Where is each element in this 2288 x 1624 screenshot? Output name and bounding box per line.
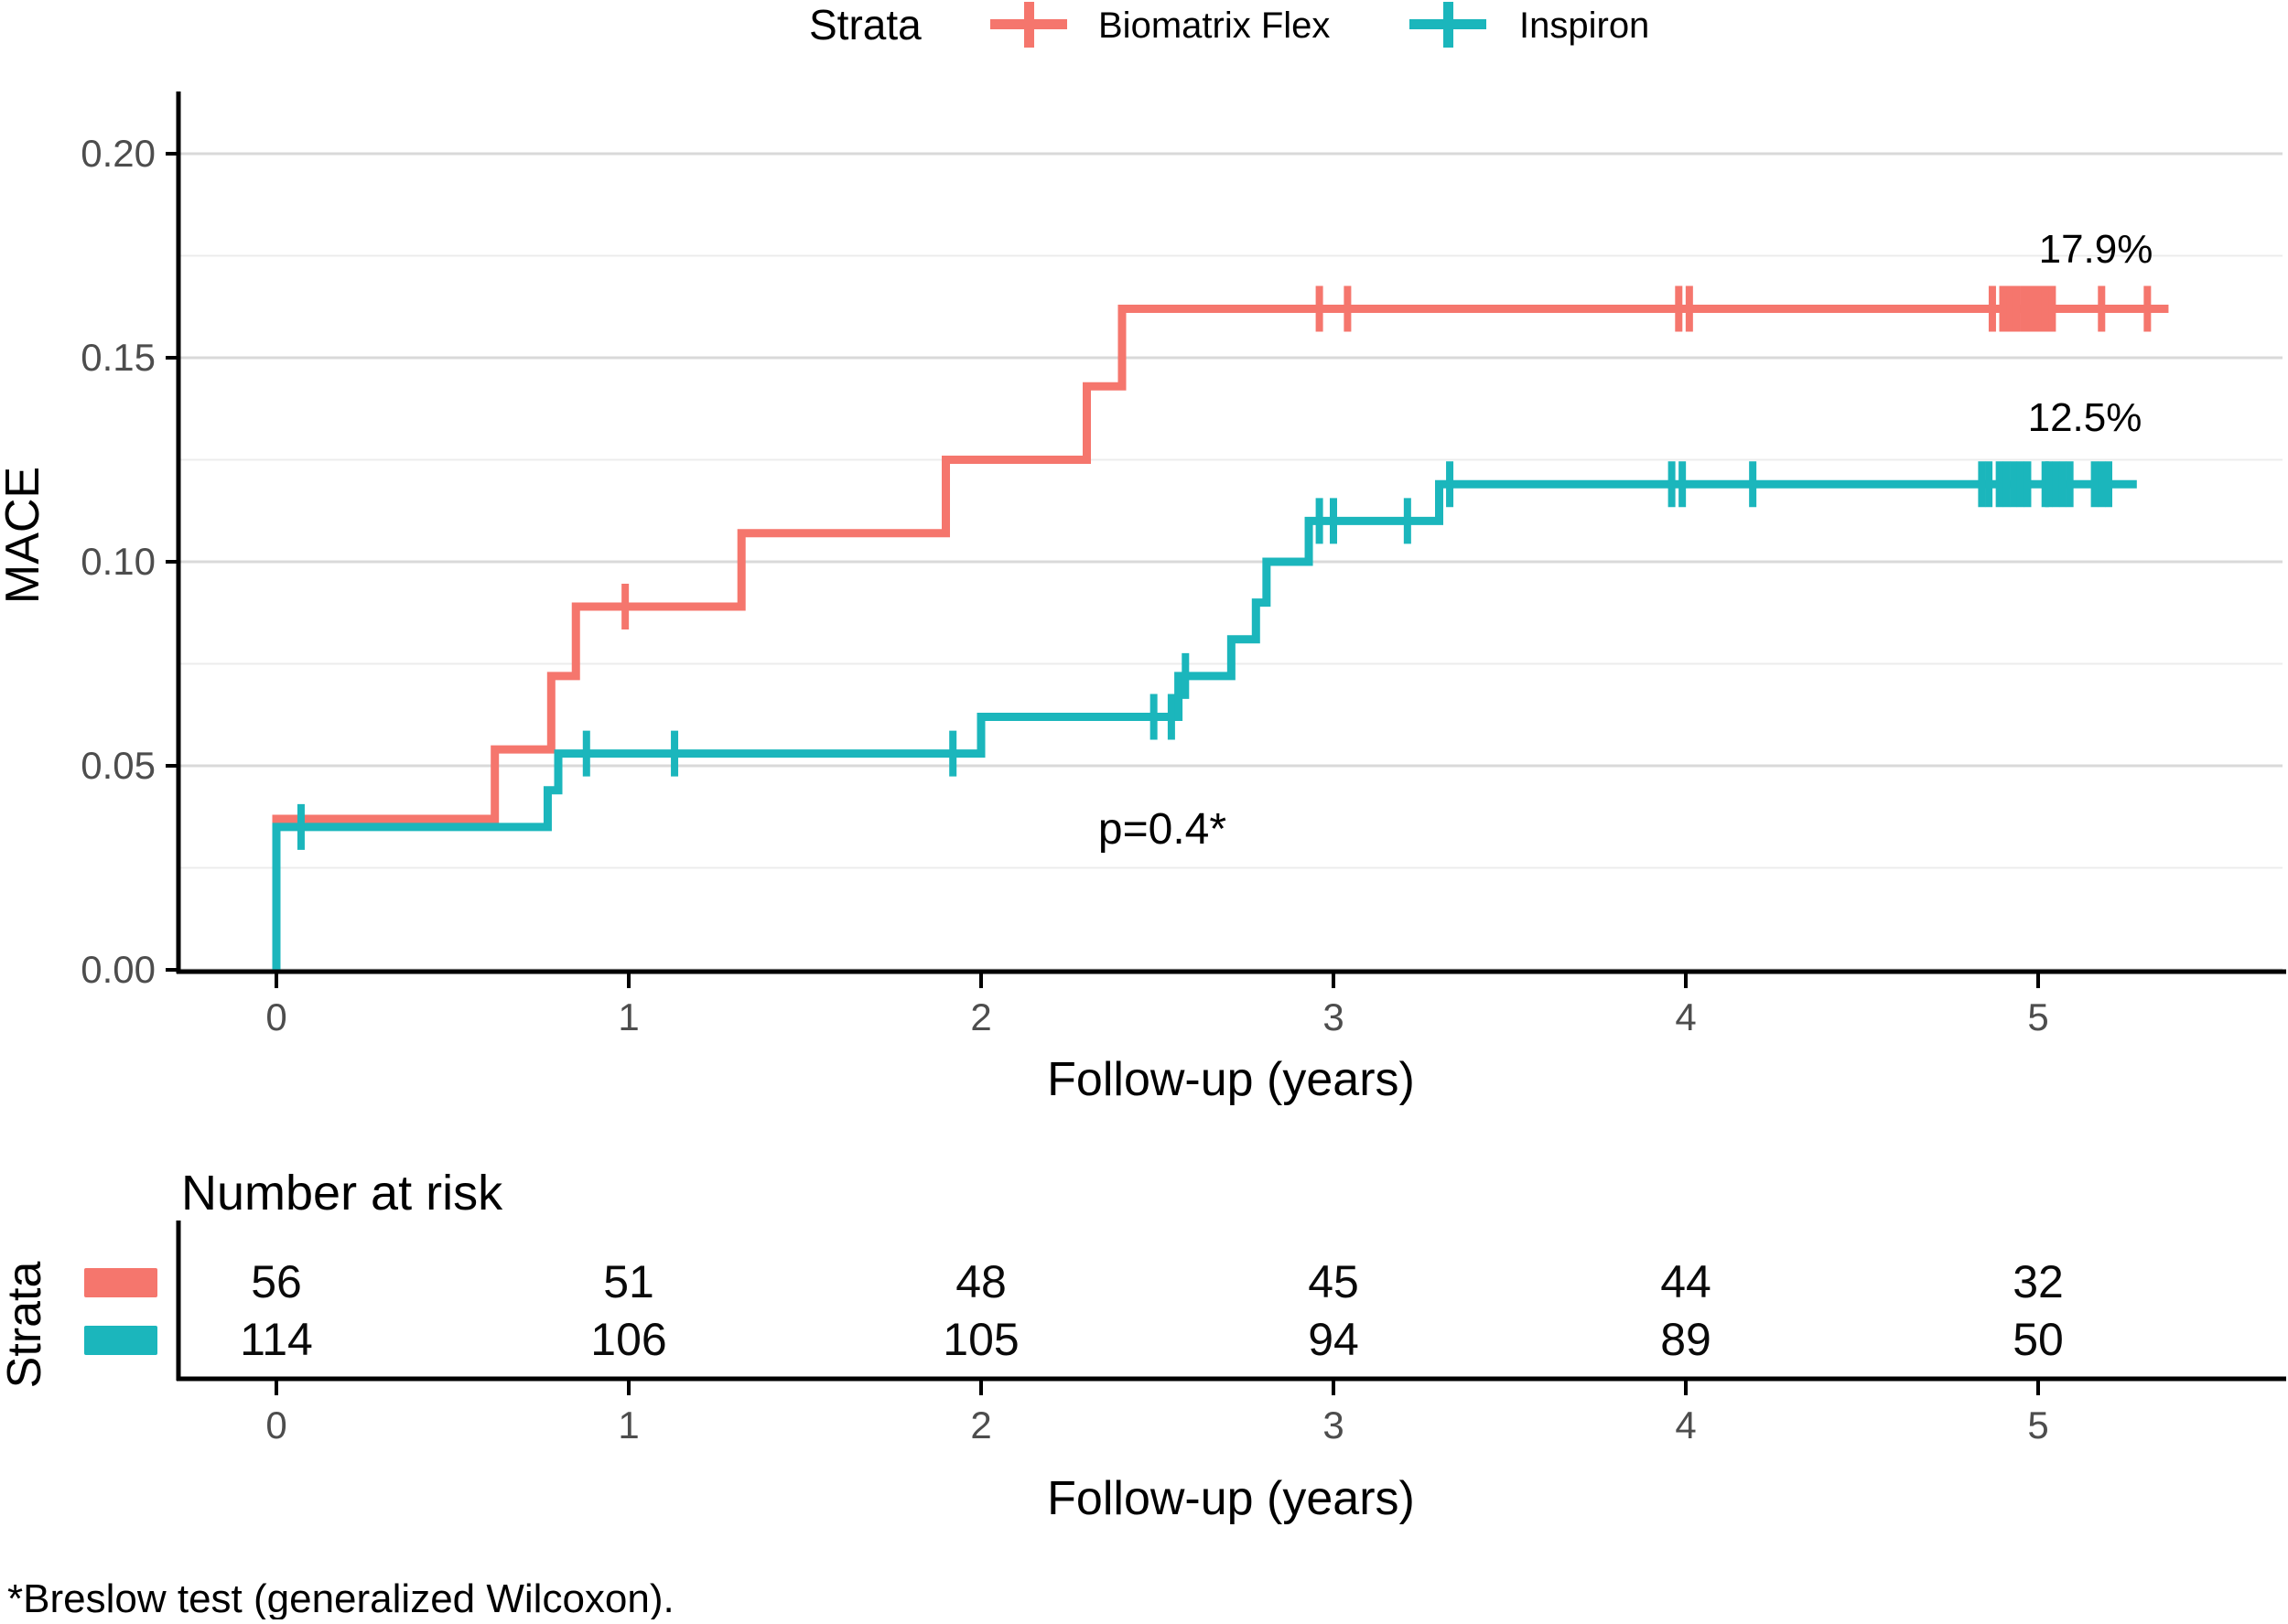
main-axes <box>176 91 2286 974</box>
risk-x-tick-label: 5 <box>2027 1404 2048 1447</box>
risk-x-tick-label: 0 <box>265 1404 286 1447</box>
y-tick-label: 0.00 <box>81 948 156 991</box>
x-tick-label: 1 <box>618 995 639 1038</box>
y-tick-label: 0.10 <box>81 540 156 583</box>
footnote: *Breslow test (generalized Wilcoxon). <box>7 1576 675 1619</box>
legend-label-inspiron: Inspiron <box>1519 5 1649 46</box>
risk-values: 56 51 48 45 44 32 114 106 105 94 89 50 <box>240 1256 2064 1365</box>
y-axis-ticks: 0.00 0.05 0.10 0.15 0.20 <box>81 132 179 991</box>
risk-x-tick-label: 1 <box>618 1404 639 1447</box>
risk-count: 94 <box>1308 1314 1359 1365</box>
risk-count: 89 <box>1660 1314 1711 1365</box>
x-tick-label: 3 <box>1322 995 1344 1038</box>
risk-table-title: Number at risk <box>181 1166 503 1221</box>
risk-x-tick-label: 3 <box>1322 1404 1344 1447</box>
legend-label-biomatrix: Biomatrix Flex <box>1098 5 1330 46</box>
inspiron-curve <box>272 479 2137 970</box>
p-value-annotation: p=0.4* <box>1098 805 1226 854</box>
risk-count: 48 <box>955 1256 1007 1307</box>
risk-x-tick-label: 2 <box>970 1404 991 1447</box>
risk-count: 106 <box>590 1314 666 1365</box>
risk-count: 105 <box>943 1314 1019 1365</box>
risk-x-axis-title: Follow-up (years) <box>1047 1472 1415 1525</box>
x-tick-label: 5 <box>2027 995 2048 1038</box>
risk-x-tick-label: 4 <box>1675 1404 1696 1447</box>
x-axis-title: Follow-up (years) <box>1047 1053 1415 1106</box>
x-tick-label: 2 <box>970 995 991 1038</box>
legend: Strata Biomatrix Flex Inspiron <box>809 1 1649 48</box>
gridlines <box>180 152 2283 972</box>
risk-count: 50 <box>2013 1314 2064 1365</box>
biomatrix-flex-curve <box>272 304 2169 970</box>
risk-count: 32 <box>2013 1256 2064 1307</box>
x-tick-label: 0 <box>265 995 286 1038</box>
y-tick-label: 0.20 <box>81 132 156 175</box>
risk-swatch-inspiron <box>84 1326 157 1355</box>
legend-key-inspiron-plus-icon <box>1409 2 1486 48</box>
y-tick-label: 0.05 <box>81 744 156 787</box>
final-estimate-inspiron: 12.5% <box>2028 395 2142 440</box>
censor-marks <box>297 285 2152 850</box>
risk-count: 45 <box>1308 1256 1359 1307</box>
legend-key-biomatrix-plus-icon <box>990 2 1067 48</box>
y-axis-title: MACE <box>0 467 49 604</box>
survival-curves <box>272 304 2169 970</box>
final-estimate-biomatrix: 17.9% <box>2039 227 2153 272</box>
risk-table-strata-label: Strata <box>0 1262 51 1389</box>
risk-swatch-biomatrix <box>84 1268 157 1297</box>
x-axis-ticks: 0 1 2 3 4 5 <box>265 972 2049 1038</box>
risk-axis-ticks: 0 1 2 3 4 5 <box>265 1379 2049 1447</box>
risk-count: 56 <box>251 1256 302 1307</box>
risk-count: 44 <box>1660 1256 1711 1307</box>
risk-count: 114 <box>240 1314 313 1365</box>
legend-title: Strata <box>809 1 922 48</box>
x-tick-label: 4 <box>1675 995 1696 1038</box>
risk-count: 51 <box>603 1256 654 1307</box>
y-tick-label: 0.15 <box>81 336 156 379</box>
